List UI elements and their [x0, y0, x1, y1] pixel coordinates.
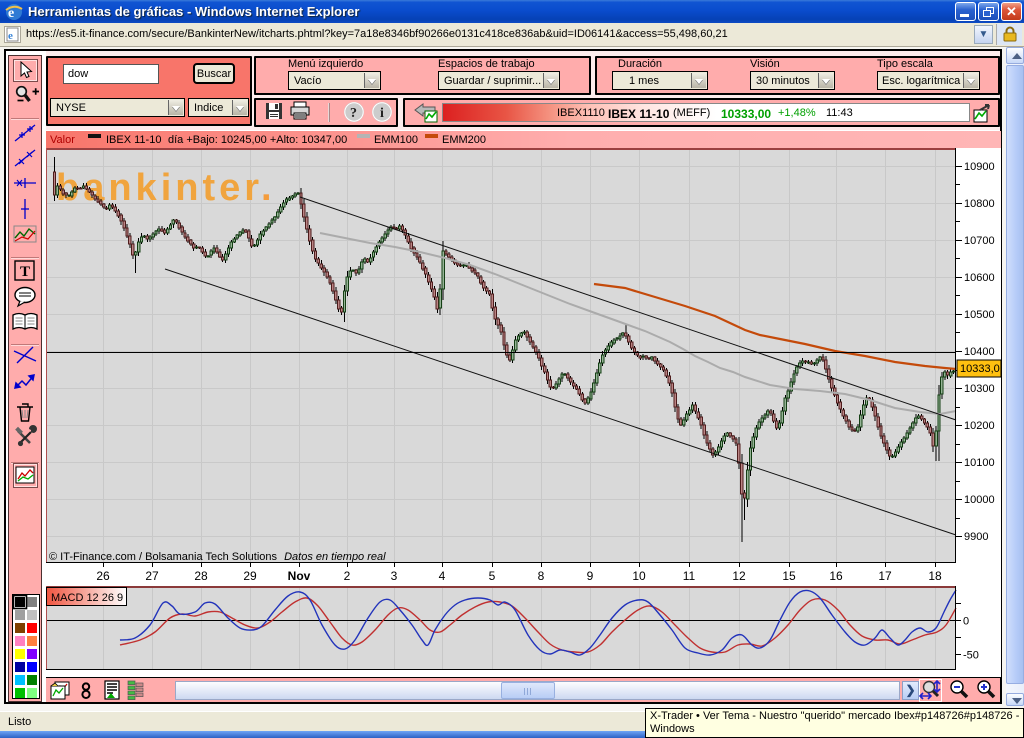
svg-text:10333,0: 10333,0 [960, 363, 1000, 375]
svg-text:12: 12 [732, 569, 746, 583]
svg-text:10100: 10100 [964, 457, 995, 469]
svg-text:9900: 9900 [964, 531, 988, 543]
svg-text:10800: 10800 [964, 198, 995, 210]
svg-text:-50: -50 [963, 650, 979, 662]
svg-text:e: e [8, 30, 13, 42]
svg-text:4: 4 [439, 569, 446, 583]
svg-text:15: 15 [782, 569, 796, 583]
svg-text:2: 2 [344, 569, 351, 583]
svg-text:9: 9 [587, 569, 594, 583]
svg-text:16: 16 [829, 569, 843, 583]
svg-text:10200: 10200 [964, 420, 995, 432]
svg-text:?: ? [350, 106, 357, 121]
svg-text:e: e [8, 6, 14, 21]
svg-text:0: 0 [963, 616, 969, 628]
svg-text:10500: 10500 [964, 309, 995, 321]
svg-text:5: 5 [489, 569, 496, 583]
svg-text:3: 3 [391, 569, 398, 583]
svg-text:© IT-Finance.com / Bolsamania: © IT-Finance.com / Bolsamania Tech Solut… [49, 551, 386, 563]
svg-text:MACD 12 26 9: MACD 12 26 9 [51, 592, 123, 604]
svg-text:i: i [380, 106, 384, 121]
svg-text:8: 8 [538, 569, 545, 583]
svg-text:10900: 10900 [964, 161, 995, 173]
svg-text:11: 11 [683, 569, 696, 583]
svg-text:17: 17 [878, 569, 892, 583]
svg-text:10000: 10000 [964, 494, 995, 506]
svg-text:26: 26 [96, 569, 110, 583]
svg-text:10: 10 [632, 569, 646, 583]
svg-text:29: 29 [243, 569, 257, 583]
svg-text:27: 27 [145, 569, 159, 583]
svg-text:10600: 10600 [964, 272, 995, 284]
svg-text:10700: 10700 [964, 235, 995, 247]
svg-text:10400: 10400 [964, 346, 995, 358]
svg-text:T: T [20, 264, 30, 280]
svg-text:18: 18 [928, 569, 942, 583]
svg-text:bankinter.: bankinter. [56, 167, 276, 209]
svg-text:Nov: Nov [288, 569, 311, 583]
svg-text:10300: 10300 [964, 383, 995, 395]
svg-text:28: 28 [194, 569, 208, 583]
